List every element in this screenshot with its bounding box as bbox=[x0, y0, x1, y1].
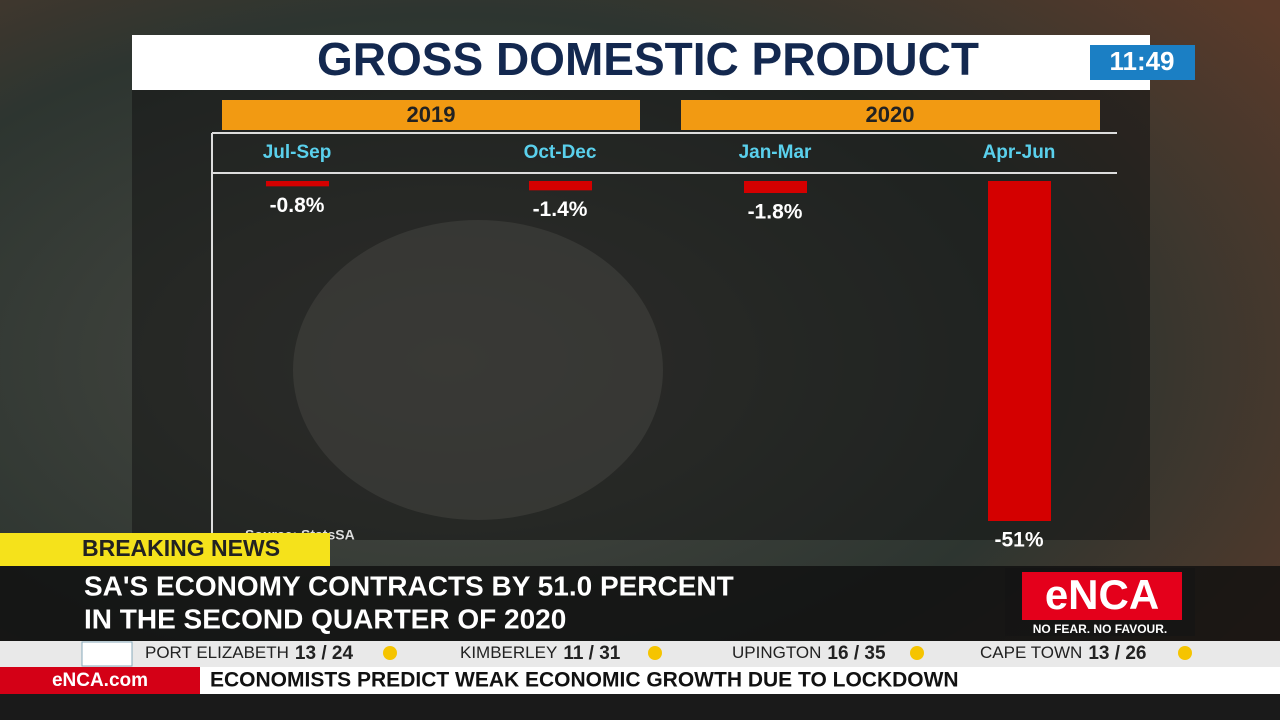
title-bar bbox=[132, 35, 1150, 90]
weather: PORT ELIZABETH 13 / 24 KIMBERLEY 11 / 31 UPI… bbox=[145, 643, 1192, 664]
logo-back bbox=[1022, 572, 1182, 620]
city: KIMBERLEY bbox=[460, 643, 557, 662]
logo-name: eNCA bbox=[1045, 571, 1159, 618]
bar bbox=[744, 181, 807, 193]
city: PORT ELIZABETH bbox=[145, 643, 289, 662]
city: UPINGTON bbox=[732, 643, 821, 662]
year-label: 2020 bbox=[866, 102, 915, 127]
site-box bbox=[0, 667, 200, 694]
x-tick-label: Jan-Mar bbox=[739, 142, 812, 163]
sun-icon bbox=[648, 646, 662, 660]
bars: Jul-Sep -0.8% Oct-Dec -1.4% Jan-Mar -1.8% Apr-… bbox=[263, 142, 1056, 552]
weather-item: PORT ELIZABETH 13 / 24 bbox=[145, 643, 353, 664]
clock-box bbox=[1090, 45, 1195, 80]
ticker: ECONOMISTS PREDICT WEAK ECONOMIC GROWTH … bbox=[210, 669, 959, 692]
weather-strip bbox=[0, 641, 1280, 667]
year-bar bbox=[222, 100, 640, 130]
x-tick-label: Oct-Dec bbox=[524, 142, 597, 163]
bar bbox=[529, 181, 592, 191]
temps: 13 / 26 bbox=[1088, 643, 1146, 664]
sun-icon bbox=[910, 646, 924, 660]
logo-tagline: NO FEAR. NO FAVOUR. bbox=[1033, 622, 1167, 636]
x-tick-label: Apr-Jun bbox=[983, 142, 1056, 163]
value-label: -0.8% bbox=[270, 194, 325, 217]
weather-item: KIMBERLEY 11 / 31 bbox=[460, 643, 621, 664]
temps: 11 / 31 bbox=[563, 643, 620, 664]
breaking-label: BREAKING NEWS bbox=[82, 535, 280, 561]
breaking-box bbox=[0, 533, 330, 566]
year-bar bbox=[681, 100, 1100, 130]
site: eNCA.com bbox=[52, 670, 148, 691]
coin-stack bbox=[293, 220, 663, 520]
temps: 16 / 35 bbox=[827, 643, 886, 664]
x-tick-label: Jul-Sep bbox=[263, 142, 332, 163]
weather-item: CAPE TOWN 13 / 26 bbox=[980, 643, 1146, 664]
year-label: 2019 bbox=[407, 102, 456, 127]
weather-item: UPINGTON 16 / 35 bbox=[732, 643, 886, 664]
bottom-edge bbox=[0, 694, 1280, 720]
headline: SA'S ECONOMY CONTRACTS BY 51.0 PERCENT bbox=[84, 570, 734, 601]
weather-icon bbox=[81, 641, 133, 667]
sun-icon bbox=[1178, 646, 1192, 660]
ticker-band bbox=[0, 667, 1280, 694]
sun-icon bbox=[383, 646, 397, 660]
chart-title: GROSS DOMESTIC PRODUCT bbox=[317, 33, 979, 85]
value-label: -51% bbox=[994, 529, 1043, 552]
bar bbox=[266, 181, 329, 187]
city: CAPE TOWN bbox=[980, 643, 1082, 662]
bar bbox=[988, 181, 1051, 521]
headline: IN THE SECOND QUARTER OF 2020 bbox=[84, 603, 566, 634]
value-label: -1.4% bbox=[533, 198, 588, 221]
temps: 13 / 24 bbox=[295, 643, 354, 664]
clock: 11:49 bbox=[1109, 46, 1174, 76]
value-label: -1.8% bbox=[748, 201, 803, 224]
